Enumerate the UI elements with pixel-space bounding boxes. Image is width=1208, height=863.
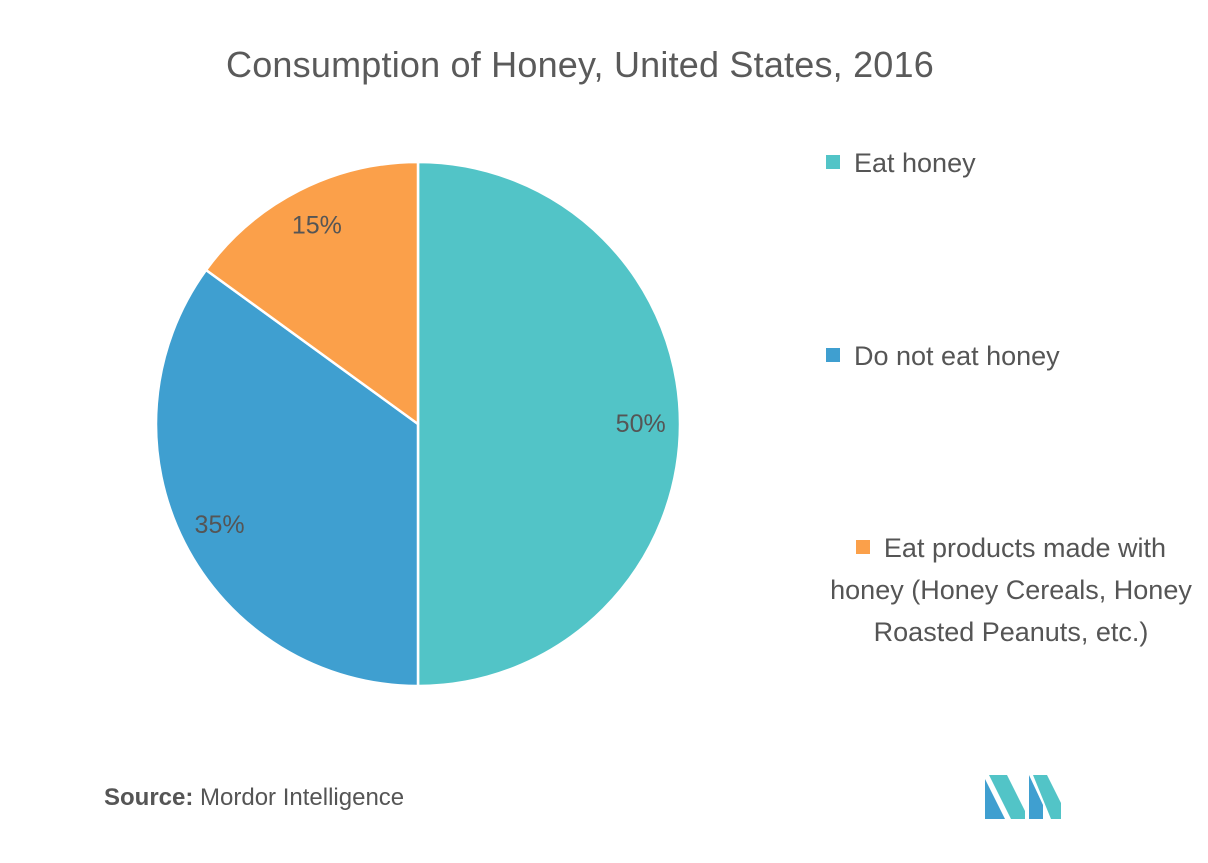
pie-slice-0 bbox=[416, 160, 682, 688]
legend-swatch bbox=[855, 540, 870, 554]
source-note: Source: Mordor Intelligence bbox=[104, 784, 404, 812]
mordor-intelligence-logo bbox=[985, 775, 1061, 819]
chart-title: Consumption of Honey, United States, 201… bbox=[226, 44, 934, 85]
legend-swatch bbox=[826, 155, 840, 169]
pie-slice-1 bbox=[154, 268, 420, 688]
source-key: Source: bbox=[104, 784, 194, 811]
chart-legend: Eat honey Do not eat honey Eat products … bbox=[826, 0, 1206, 863]
legend-item-do-not-eat-honey: Do not eat honey bbox=[826, 335, 1196, 377]
pie-data-label-0: 50% bbox=[616, 410, 666, 438]
legend-swatch bbox=[826, 348, 840, 362]
legend-item-eat-products-with-honey: Eat products made with honey (Honey Cere… bbox=[826, 527, 1196, 653]
pie-data-label-1: 35% bbox=[195, 511, 245, 539]
legend-label: Do not eat honey bbox=[854, 341, 1060, 371]
legend-item-eat-honey: Eat honey bbox=[826, 142, 1196, 184]
pie-slice-2 bbox=[204, 160, 420, 426]
legend-label: Eat products made with honey (Honey Cere… bbox=[830, 533, 1192, 647]
legend-label: Eat honey bbox=[854, 148, 976, 178]
pie-data-label-2: 15% bbox=[292, 212, 342, 240]
source-value: Mordor Intelligence bbox=[200, 784, 405, 811]
